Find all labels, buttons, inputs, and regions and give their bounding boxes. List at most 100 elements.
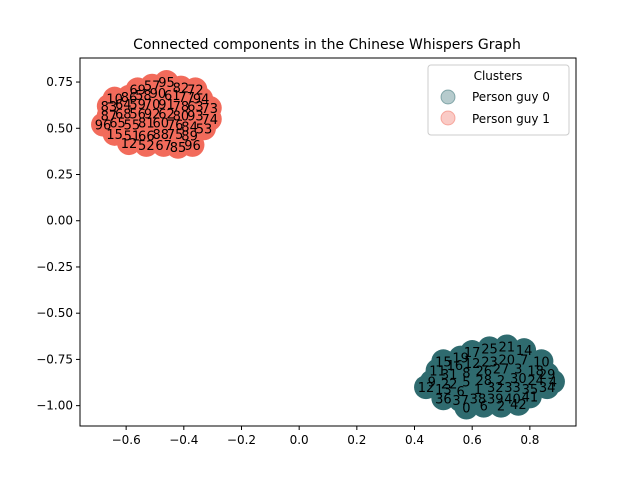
- node-label-s1-12: 83: [101, 100, 118, 115]
- node-label-s1-32: 60: [152, 117, 169, 132]
- node-label-s0-39: 39: [487, 392, 504, 407]
- node-label-s0-13: 31: [441, 368, 458, 383]
- x-tick-label-4: 0.2: [347, 433, 366, 447]
- node-label-s1-40: 75: [167, 128, 184, 143]
- node-label-s0-8: 23: [481, 355, 498, 370]
- y-tick-label-2: 0.25: [46, 168, 73, 182]
- node-label-s0-22: 5: [462, 376, 470, 391]
- node-label-s1-29: 65: [109, 117, 126, 132]
- node-label-s1-35: 53: [196, 122, 213, 137]
- node-label-s1-17: 78: [173, 100, 190, 115]
- node-label-s0-1: 17: [464, 346, 481, 361]
- node-s0-42: [454, 395, 479, 420]
- node-label-s0-11: 10: [533, 355, 550, 370]
- node-label-s1-31: 81: [138, 117, 155, 132]
- legend-label-person-guy-1: Person guy 1: [472, 112, 550, 126]
- node-label-s1-39: 88: [152, 128, 169, 143]
- node-label-s0-44: 2: [497, 400, 505, 415]
- node-label-s0-19: 29: [539, 368, 556, 383]
- node-label-s1-34: 84: [181, 120, 198, 135]
- node-label-s0-21: 22: [441, 377, 458, 392]
- node-label-s0-42: 0: [462, 402, 470, 417]
- chart-title: Connected components in the Chinese Whis…: [133, 37, 521, 53]
- node-s0-44: [489, 393, 514, 418]
- node-label-s1-8: 90: [150, 87, 167, 102]
- node-label-s1-19: 73: [201, 102, 218, 117]
- node-label-s0-32: 32: [487, 381, 504, 396]
- node-label-s1-25: 80: [173, 109, 190, 124]
- node-label-s0-40: 40: [504, 392, 521, 407]
- node-label-s1-9: 61: [164, 89, 181, 104]
- y-tick-label-0: 0.75: [46, 75, 73, 89]
- y-tick-label-3: 0.00: [46, 214, 73, 228]
- node-label-s0-37: 37: [452, 394, 469, 409]
- node-label-s0-33: 33: [504, 381, 521, 396]
- node-label-s0-7: 12: [464, 357, 481, 372]
- y-tick-label-6: −0.75: [36, 352, 73, 366]
- node-label-s1-6: 86: [121, 91, 138, 106]
- node-label-s1-11: 94: [193, 93, 210, 108]
- x-tick-label-3: 0.0: [290, 433, 309, 447]
- node-label-s0-25: 30: [510, 372, 527, 387]
- node-label-s1-22: 56: [129, 107, 146, 122]
- node-label-s0-30: 6: [457, 385, 465, 400]
- node-label-s0-12: 11: [429, 365, 446, 380]
- node-label-s1-42: 12: [121, 137, 138, 152]
- y-tick-label-7: −1.00: [36, 399, 73, 413]
- node-label-s0-20: 9: [428, 376, 436, 391]
- node-label-s1-3: 82: [173, 82, 190, 97]
- node-label-s1-33: 76: [167, 119, 184, 134]
- node-label-s0-15: 26: [475, 365, 492, 380]
- node-label-s1-24: 62: [158, 107, 175, 122]
- y-axis: 0.75 0.50 0.25 0.00 −0.25 −0.50 −0.75 −1.00: [36, 75, 80, 413]
- node-s1-46: [180, 132, 205, 157]
- node-label-s1-23: 92: [144, 107, 161, 122]
- node-label-s0-5: 15: [435, 355, 452, 370]
- node-label-s0-45: 42: [510, 398, 527, 413]
- node-label-s1-41: 89: [181, 130, 198, 145]
- legend-label-person-guy-0: Person guy 0: [472, 90, 550, 104]
- node-label-s1-27: 74: [201, 113, 218, 128]
- node-label-s1-18: 63: [187, 100, 204, 115]
- legend-marker-person-guy-1: [440, 110, 456, 126]
- node-label-s1-38: 66: [138, 130, 155, 145]
- nodes-layer: [91, 70, 565, 420]
- node-label-s1-15: 70: [144, 98, 161, 113]
- node-label-s1-37: 51: [124, 130, 141, 145]
- node-s0-43: [471, 393, 496, 418]
- node-label-s0-31: 1: [474, 383, 482, 398]
- node-label-s0-35: 34: [539, 381, 556, 396]
- legend-marker-person-guy-0: [440, 89, 456, 105]
- x-axis: −0.6 −0.4 −0.2 0.0 0.2 0.4 0.6 0.8: [112, 426, 539, 447]
- node-label-s1-20: 87: [101, 109, 118, 124]
- node-label-s0-34: 35: [522, 383, 539, 398]
- node-label-s0-23: 28: [475, 374, 492, 389]
- node-label-s1-45: 85: [170, 141, 187, 156]
- node-s1-43: [134, 132, 159, 157]
- node-label-s1-43: 52: [138, 139, 155, 154]
- node-label-s1-0: 69: [129, 83, 146, 98]
- node-label-s1-46: 96: [184, 139, 201, 154]
- node-label-s0-18: 18: [527, 365, 544, 380]
- node-label-s0-27: 4: [549, 376, 557, 391]
- node-label-s0-10: 7: [520, 353, 528, 368]
- node-label-s1-4: 72: [187, 83, 204, 98]
- node-label-s0-41: 41: [522, 390, 539, 405]
- node-label-s0-14: 8: [462, 366, 470, 381]
- y-tick-label-1: 0.50: [46, 121, 73, 135]
- node-label-s1-16: 91: [158, 98, 175, 113]
- node-s1-42: [117, 131, 142, 156]
- node-label-s0-3: 21: [499, 340, 516, 355]
- node-label-s1-1: 57: [144, 80, 161, 95]
- node-label-s1-36: 15: [106, 128, 123, 143]
- node-label-s1-26: 93: [187, 109, 204, 124]
- node-label-s1-7: 58: [135, 89, 152, 104]
- node-label-s1-28: 96: [95, 119, 112, 134]
- node-label-s1-44: 67: [155, 139, 172, 154]
- x-tick-label-1: −0.4: [169, 433, 198, 447]
- node-s0-36: [431, 386, 456, 411]
- node-label-s1-10: 77: [178, 91, 195, 106]
- legend: Clusters Person guy 0 Person guy 1: [427, 64, 570, 136]
- node-label-s0-38: 38: [470, 392, 487, 407]
